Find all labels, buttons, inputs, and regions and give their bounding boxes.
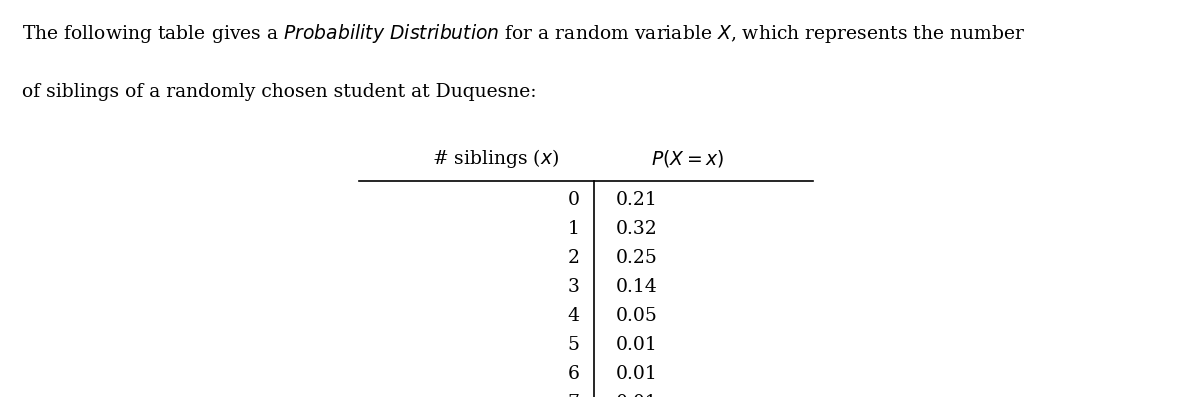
Text: 0: 0 — [568, 191, 580, 210]
Text: # siblings ($x$): # siblings ($x$) — [433, 147, 559, 170]
Text: 1: 1 — [568, 220, 580, 239]
Text: 0.01: 0.01 — [615, 394, 657, 397]
Text: $P(X = x)$: $P(X = x)$ — [650, 148, 724, 169]
Text: 0.25: 0.25 — [615, 249, 657, 268]
Text: 0.05: 0.05 — [615, 307, 657, 326]
Text: 3: 3 — [568, 278, 580, 297]
Text: 0.14: 0.14 — [615, 278, 657, 297]
Text: 0.01: 0.01 — [615, 336, 657, 355]
Text: 6: 6 — [568, 365, 580, 384]
Text: 0.01: 0.01 — [615, 365, 657, 384]
Text: 2: 2 — [568, 249, 580, 268]
Text: of siblings of a randomly chosen student at Duquesne:: of siblings of a randomly chosen student… — [22, 83, 537, 101]
Text: 0.21: 0.21 — [615, 191, 657, 210]
Text: 5: 5 — [568, 336, 580, 355]
Text: 7: 7 — [568, 394, 580, 397]
Text: The following table gives a $\mathit{Probability\ Distribution}$ for a random va: The following table gives a $\mathit{Pro… — [22, 22, 1025, 45]
Text: 4: 4 — [568, 307, 580, 326]
Text: 0.32: 0.32 — [615, 220, 657, 239]
